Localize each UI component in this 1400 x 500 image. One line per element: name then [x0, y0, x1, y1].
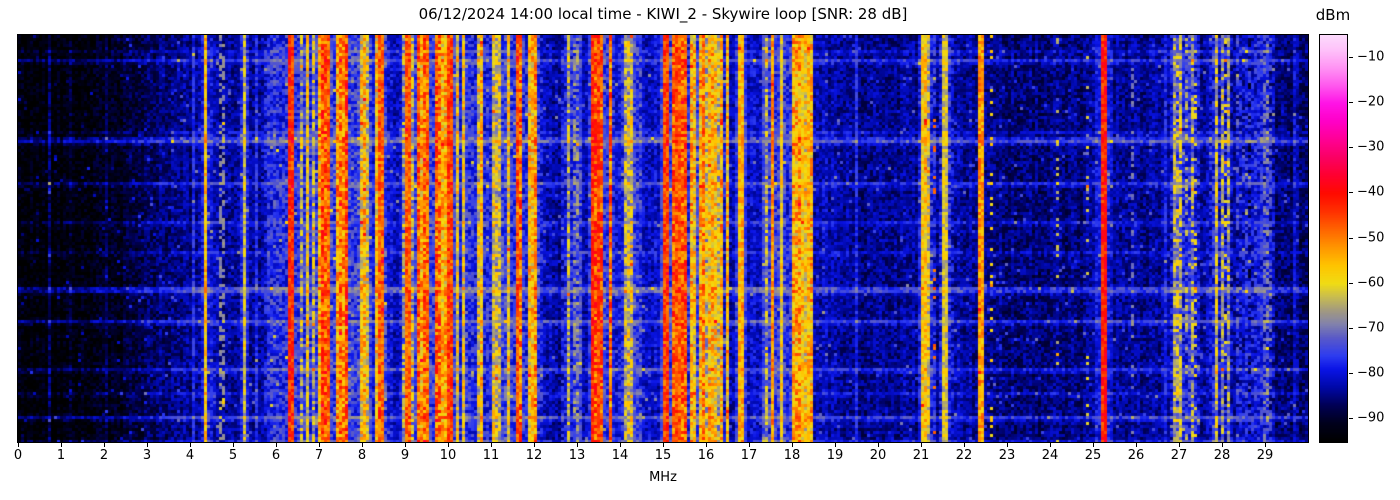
colorbar-tick-mark — [1349, 147, 1353, 149]
colorbar-tick-label: −80 — [1357, 365, 1385, 381]
x-tick-mark — [878, 443, 879, 447]
colorbar-tick-label: −50 — [1357, 230, 1385, 245]
colorbar-tick-label: −40 — [1357, 184, 1385, 200]
x-tick-label: 18 — [783, 448, 801, 463]
x-tick-label: 0 — [13, 448, 23, 463]
x-tick-label: 5 — [228, 448, 238, 463]
x-tick-mark — [1222, 443, 1223, 447]
x-tick-mark — [792, 443, 793, 447]
x-tick-label: 4 — [185, 448, 195, 463]
x-tick-label: 29 — [1256, 448, 1274, 463]
x-tick-mark — [577, 443, 578, 447]
x-tick-mark — [276, 443, 277, 447]
x-tick-mark — [1265, 443, 1266, 447]
x-tick-label: 7 — [314, 448, 324, 463]
colorbar-tick-label: −90 — [1357, 410, 1385, 426]
x-tick-mark — [448, 443, 449, 447]
waterfall-plot — [17, 34, 1309, 443]
x-tick-label: 1 — [56, 448, 66, 463]
x-tick-mark — [491, 443, 492, 447]
x-tick-mark — [1050, 443, 1051, 447]
colorbar-label: dBm — [1315, 6, 1351, 24]
x-tick-mark — [147, 443, 148, 447]
x-tick-label: 25 — [1084, 448, 1102, 463]
x-tick-mark — [964, 443, 965, 447]
x-tick-mark — [835, 443, 836, 447]
colorbar-tick-mark — [1349, 327, 1353, 329]
x-tick-mark — [405, 443, 406, 447]
x-tick-mark — [663, 443, 664, 447]
colorbar-tick-label: −60 — [1357, 275, 1385, 291]
x-tick-label: 26 — [1127, 448, 1145, 463]
colorbar-tick-mark — [1349, 418, 1353, 420]
colorbar-tick-mark — [1349, 282, 1353, 284]
x-tick-mark — [706, 443, 707, 447]
x-tick-label: 15 — [654, 448, 672, 463]
x-tick-mark — [620, 443, 621, 447]
colorbar-tick-mark — [1349, 192, 1353, 194]
colorbar-tick-mark — [1349, 56, 1353, 58]
x-tick-label: 3 — [142, 448, 152, 463]
x-tick-mark — [749, 443, 750, 447]
colorbar-tick-label: −70 — [1357, 320, 1385, 336]
x-tick-label: 17 — [740, 448, 758, 463]
colorbar-tick-mark — [1349, 101, 1353, 103]
chart-title: 06/12/2024 14:00 local time - KIWI_2 - S… — [418, 5, 908, 23]
x-tick-label: 6 — [271, 448, 281, 463]
x-tick-label: 21 — [912, 448, 930, 463]
x-tick-mark — [104, 443, 105, 447]
x-tick-label: 20 — [869, 448, 887, 463]
x-tick-label: 19 — [826, 448, 844, 463]
x-tick-label: 28 — [1213, 448, 1231, 463]
x-tick-mark — [18, 443, 19, 447]
colorbar-tick-label: −20 — [1357, 94, 1385, 110]
x-tick-label: 10 — [439, 448, 457, 463]
x-tick-mark — [1179, 443, 1180, 447]
x-tick-label: 23 — [998, 448, 1016, 463]
x-tick-mark — [1136, 443, 1137, 447]
colorbar-canvas — [1320, 35, 1347, 442]
x-tick-mark — [921, 443, 922, 447]
x-tick-mark — [362, 443, 363, 447]
x-tick-mark — [233, 443, 234, 447]
x-tick-label: 2 — [99, 448, 109, 463]
waterfall-canvas — [18, 35, 1308, 442]
x-tick-label: 9 — [400, 448, 410, 463]
x-tick-label: 24 — [1041, 448, 1059, 463]
x-tick-mark — [319, 443, 320, 447]
x-tick-mark — [190, 443, 191, 447]
x-tick-label: 22 — [955, 448, 973, 463]
x-axis-label: MHz — [649, 470, 677, 485]
x-tick-mark — [1093, 443, 1094, 447]
x-tick-label: 12 — [525, 448, 543, 463]
colorbar-tick-mark — [1349, 373, 1353, 375]
x-tick-label: 14 — [611, 448, 629, 463]
x-tick-label: 11 — [482, 448, 500, 463]
x-tick-mark — [61, 443, 62, 447]
colorbar — [1319, 34, 1348, 443]
x-tick-mark — [1007, 443, 1008, 447]
colorbar-tick-label: −10 — [1357, 49, 1385, 65]
colorbar-tick-label: −30 — [1357, 139, 1385, 155]
colorbar-tick-mark — [1349, 237, 1353, 239]
x-tick-label: 27 — [1170, 448, 1188, 463]
x-tick-label: 16 — [697, 448, 715, 463]
x-tick-label: 13 — [568, 448, 586, 463]
x-tick-label: 8 — [357, 448, 367, 463]
x-tick-mark — [534, 443, 535, 447]
